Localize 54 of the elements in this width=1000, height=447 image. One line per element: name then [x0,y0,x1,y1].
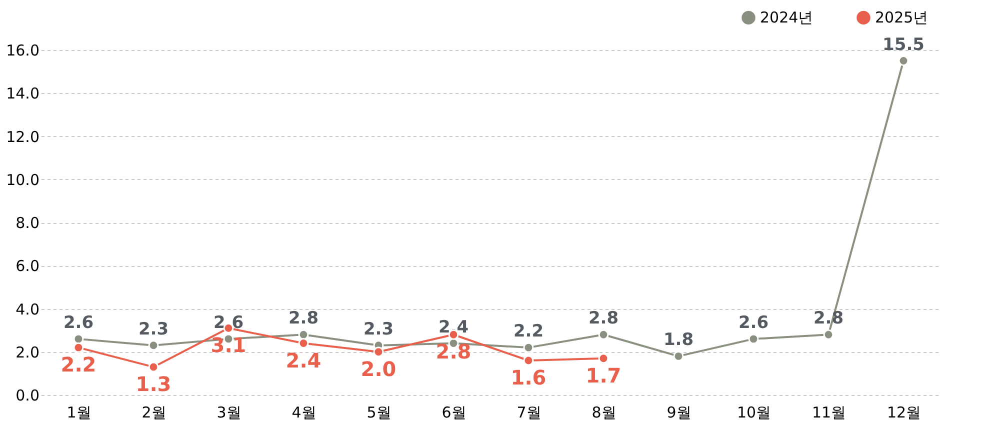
y-tick-label: 4.0 [16,300,40,318]
y-tick-label: 14.0 [6,84,40,103]
point [673,350,684,362]
x-tick-label: 8월 [592,404,616,422]
point [523,342,534,353]
data-label: 2.3 [363,319,394,340]
point [823,329,834,340]
x-tick-label: 9월 [666,404,692,422]
point [598,353,609,364]
x-tick-label: 1월 [66,404,92,422]
y-tick-label: 0.0 [16,386,40,404]
point [598,329,609,340]
x-tick-label: 2월 [142,404,166,422]
y-tick-label: 10.0 [6,170,40,189]
data-label: 2.2 [513,322,544,342]
point [148,340,159,351]
data-label: 2.6 [738,312,769,333]
data-label: 3.1 [210,333,246,358]
point [748,334,759,344]
y-tick-label: 16.0 [6,42,40,60]
data-label: 15.5 [882,34,924,55]
point [523,355,534,366]
x-tick-label: 4월 [292,404,316,422]
data-label: 2.3 [138,319,169,340]
x-tick-label: 11월 [812,404,846,422]
x-tick-label: 10월 [736,404,772,422]
point [148,362,159,372]
data-label: 1.3 [136,372,172,396]
y-tick-label: 2.0 [16,343,40,362]
x-tick-label: 6월 [442,404,466,422]
x-tick-label: 7월 [516,404,542,422]
point [373,346,384,358]
y-tick-label: 12.0 [6,128,40,146]
point [73,342,84,353]
data-label: 2.4 [286,348,322,372]
x-tick-label: 5월 [366,404,392,422]
data-label: 2.2 [60,352,96,377]
data-label: 1.8 [663,330,694,350]
legend-label: 2024년 [760,8,814,27]
data-label: 1.7 [586,363,622,388]
point [298,329,309,340]
point [898,56,909,66]
point [298,338,309,348]
legend-label: 2025년 [875,8,928,27]
data-label: 2.8 [436,340,472,364]
x-tick-label: 3월 [216,404,242,422]
x-tick-label: 12월 [886,404,922,422]
data-label: 2.6 [63,312,94,333]
data-label: 2.8 [288,308,319,329]
data-label: 2.8 [588,308,619,329]
data-label: 1.6 [510,366,546,390]
y-tick-label: 8.0 [16,214,40,232]
data-label: 2.0 [360,356,396,381]
y-tick-label: 6.0 [16,257,40,276]
